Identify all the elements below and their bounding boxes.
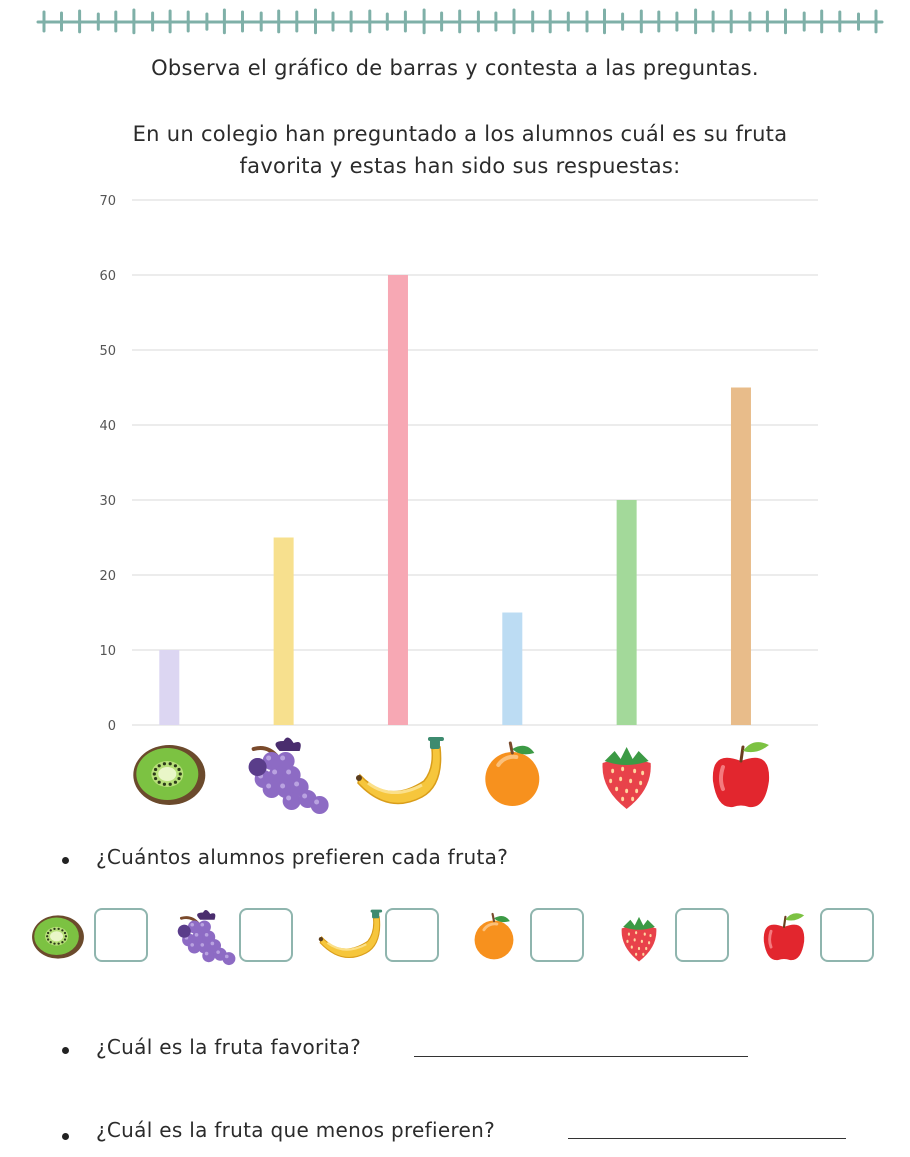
bar-uvas: [273, 537, 294, 725]
answer-box-4[interactable]: [675, 908, 729, 962]
apple-icon: [712, 742, 770, 808]
answer-slot-2: [317, 900, 457, 972]
kiwi-icon: [32, 915, 84, 959]
apple-icon: [763, 913, 805, 961]
bar-manzana: [730, 387, 751, 725]
answer-slot-3: [462, 900, 602, 972]
answer-box-3[interactable]: [530, 908, 584, 962]
bar-naranja: [502, 612, 523, 725]
chart-fruit-3: [485, 741, 540, 806]
answer-box-0[interactable]: [94, 908, 148, 962]
chart-fruit-0: [133, 745, 206, 805]
stitched-border-decoration: [36, 8, 884, 35]
instruction-text: Observa el gráfico de barras y contesta …: [151, 56, 759, 80]
y-tick-label: 20: [99, 569, 116, 584]
bullet-3: [62, 1133, 69, 1140]
strawberry-icon: [621, 916, 657, 962]
orange-icon: [474, 912, 514, 960]
grapes-icon: [177, 909, 236, 966]
answer-box-2[interactable]: [385, 908, 439, 962]
answer-line-2[interactable]: [414, 1056, 748, 1057]
chart-fruit-4: [602, 747, 651, 809]
y-tick-label: 50: [99, 344, 116, 359]
question-2: ¿Cuál es la fruta favorita?: [96, 1035, 362, 1059]
bar-fresa: [616, 500, 637, 725]
answer-box-1[interactable]: [239, 908, 293, 962]
fruit-bar-chart: 0 10 20 30 40 50 60 70: [99, 194, 818, 814]
banana-icon: [318, 909, 383, 959]
answer-row: [26, 900, 886, 972]
answer-line-3[interactable]: [568, 1138, 846, 1139]
y-tick-label: 0: [108, 719, 116, 734]
strawberry-icon: [602, 747, 651, 809]
bar-kiwi: [159, 650, 180, 725]
bar-plátano: [387, 275, 408, 725]
y-tick-label: 30: [99, 494, 116, 509]
y-tick-label: 60: [99, 269, 116, 284]
apple-icon: [763, 913, 805, 961]
chart-fruit-5: [712, 742, 770, 808]
grapes-icon: [248, 737, 329, 814]
chart-fruit-2: [355, 737, 444, 805]
banana-icon: [355, 737, 444, 805]
bullet-1: [62, 857, 69, 864]
answer-slot-5: [752, 900, 892, 972]
kiwi-icon: [133, 745, 206, 805]
answer-box-5[interactable]: [820, 908, 874, 962]
question-1: ¿Cuántos alumnos prefieren cada fruta?: [96, 845, 509, 869]
kiwi-icon: [32, 915, 84, 959]
orange-icon: [474, 912, 514, 960]
bullet-2: [62, 1047, 69, 1054]
grapes-icon: [177, 909, 236, 966]
question-3: ¿Cuál es la fruta que menos prefieren?: [96, 1118, 496, 1142]
y-tick-label: 10: [99, 644, 116, 659]
answer-slot-1: [171, 900, 311, 972]
chart-context-text: En un colegio han preguntado a los alumn…: [132, 122, 788, 178]
banana-icon: [318, 909, 383, 959]
y-tick-label: 70: [99, 194, 116, 209]
y-tick-label: 40: [99, 419, 116, 434]
chart-fruit-1: [248, 737, 329, 814]
answer-slot-0: [26, 900, 166, 972]
orange-icon: [485, 741, 540, 806]
strawberry-icon: [621, 916, 657, 962]
answer-slot-4: [607, 900, 747, 972]
